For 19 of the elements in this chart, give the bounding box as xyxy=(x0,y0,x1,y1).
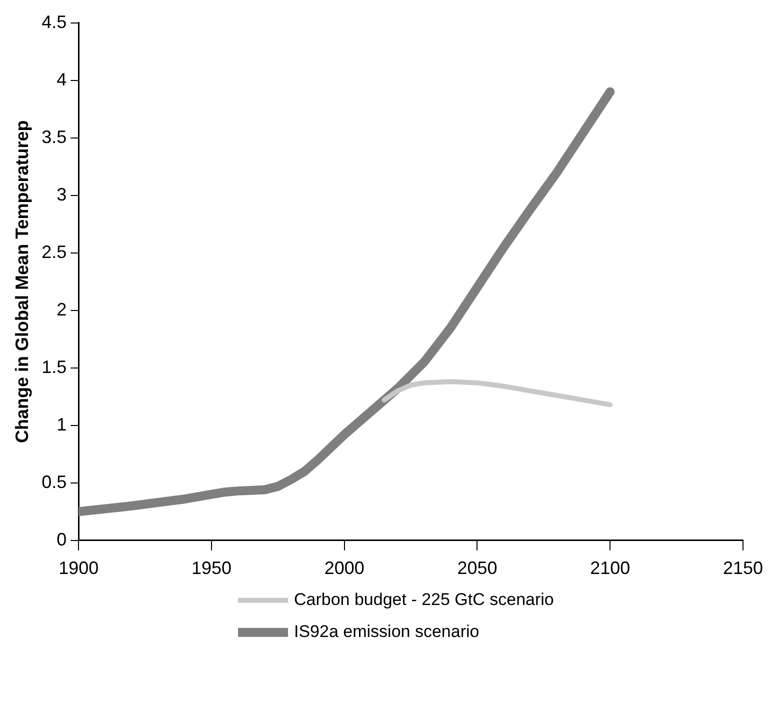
x-tick-label: 2000 xyxy=(324,558,364,578)
y-tick-label: 0 xyxy=(56,529,67,550)
y-tick-label: 3.5 xyxy=(42,126,67,147)
x-tick-label: 1900 xyxy=(58,558,99,578)
legend-label: Carbon budget - 225 GtC scenario xyxy=(294,590,554,610)
x-tick-label: 2100 xyxy=(590,558,630,578)
y-tick-label: 0.5 xyxy=(42,472,67,492)
y-tick-label: 3 xyxy=(56,184,67,204)
x-tick-label: 2150 xyxy=(722,558,763,578)
y-tick-label: 2 xyxy=(56,299,67,320)
legend-label: IS92a emission scenario xyxy=(294,622,480,642)
y-tick-label: 4 xyxy=(56,69,67,90)
y-tick-label: 2.5 xyxy=(42,242,67,262)
y-tick-label: 1.5 xyxy=(42,356,67,377)
y-tick-label: 1 xyxy=(56,414,67,434)
x-tick-label: 2050 xyxy=(457,558,498,578)
x-tick-label: 1950 xyxy=(191,558,232,578)
y-axis-title: Change in Global Mean Temperaturep xyxy=(12,120,32,443)
y-tick-label: 4.5 xyxy=(42,12,67,32)
